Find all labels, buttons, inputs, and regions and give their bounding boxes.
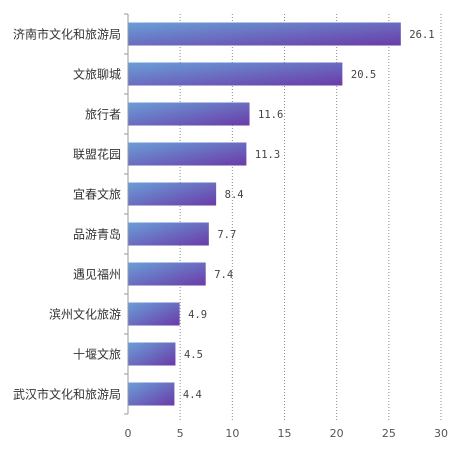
- category-label: 旅行者: [85, 108, 121, 122]
- category-label: 十堰文旅: [73, 347, 121, 362]
- bar-6: [128, 262, 206, 286]
- category-label: 宜春文旅: [73, 187, 121, 202]
- category-label: 滨州文化旅游: [49, 307, 121, 322]
- category-label: 品游青岛: [73, 227, 121, 242]
- value-label: 4.5: [184, 349, 203, 361]
- value-label: 7.7: [217, 229, 236, 241]
- value-label: 4.4: [183, 389, 202, 401]
- bar-8: [128, 342, 176, 366]
- bar-0: [128, 22, 401, 46]
- bar-1: [128, 62, 343, 86]
- category-label: 遇见福州: [73, 267, 121, 282]
- category-label: 文旅聊城: [73, 67, 121, 82]
- x-tick-label: 10: [225, 427, 239, 440]
- bar-9: [128, 382, 175, 406]
- value-label: 11.6: [258, 109, 283, 121]
- x-tick-label: 20: [330, 427, 344, 440]
- value-label: 4.9: [188, 309, 207, 321]
- gridlines: [179, 14, 442, 422]
- category-label: 济南市文化和旅游局: [13, 27, 121, 42]
- value-label: 8.4: [225, 189, 244, 201]
- value-label: 26.1: [409, 29, 434, 41]
- category-label: 武汉市文化和旅游局: [13, 387, 121, 402]
- x-tick-label: 30: [434, 427, 448, 440]
- bar-4: [128, 182, 217, 206]
- value-label: 11.3: [255, 149, 280, 161]
- bar-2: [128, 102, 250, 126]
- x-tick-label: 25: [382, 427, 396, 440]
- x-tick-label: 5: [177, 427, 184, 440]
- category-axis: [124, 13, 129, 415]
- bars: [128, 22, 401, 406]
- labels: 济南市文化和旅游局 26.1 文旅聊城 20.5 旅行者 11.6 联盟花园 11.3 宜春文旅…: [13, 27, 435, 402]
- category-label: 联盟花园: [73, 147, 121, 162]
- x-tick-label: 0: [125, 427, 132, 440]
- value-label: 20.5: [351, 69, 376, 81]
- bar-5: [128, 222, 209, 246]
- x-tick-label: 15: [278, 427, 292, 440]
- bar-7: [128, 302, 180, 326]
- value-label: 7.4: [214, 269, 233, 281]
- bar-3: [128, 142, 247, 166]
- x-axis-ticks: 0 5 10 15 20 25 30: [125, 427, 449, 440]
